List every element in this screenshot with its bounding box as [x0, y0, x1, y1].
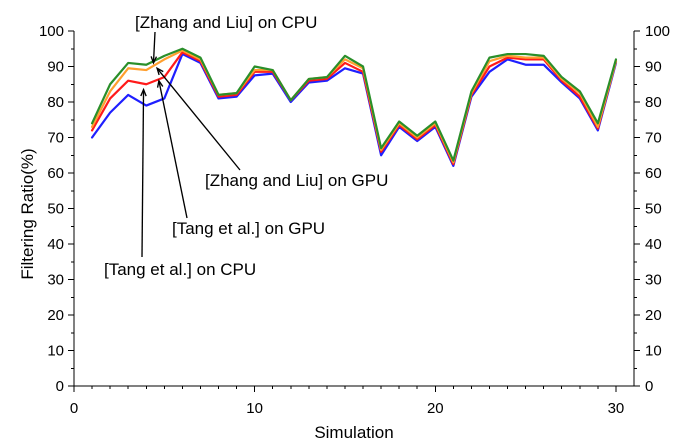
annotation-arrow-line-4 — [141, 89, 145, 258]
series-line-1 — [90, 52, 618, 167]
left-y-tick-label-11: 100 — [39, 23, 64, 40]
left-y-tick-label-8: 70 — [47, 130, 64, 147]
annotation-arrow-head-3 — [156, 78, 164, 88]
y-axis-title: Filtering Ratio(%) — [18, 148, 37, 279]
right-y-tick-label-4: 30 — [645, 272, 662, 289]
left-y-tick-label-6: 50 — [47, 201, 64, 218]
annotation-label-2: [Zhang and Liu] on GPU — [205, 171, 388, 190]
left-y-tick-label-2: 10 — [47, 343, 64, 360]
right-y-tick-label-6: 50 — [645, 201, 662, 218]
annotation-arrow-line-2 — [156, 67, 241, 171]
left-y-tick-label-10: 90 — [47, 59, 64, 76]
right-y-tick-label-5: 40 — [645, 236, 662, 253]
annotation-arrow-line-3 — [158, 80, 188, 219]
right-y-tick-label-8: 70 — [645, 130, 662, 147]
series-line-4 — [90, 47, 618, 162]
left-y-tick-label-1: 0 — [56, 378, 64, 395]
annotation-arrow-head-4 — [140, 87, 147, 97]
left-y-tick-label-4: 30 — [47, 272, 64, 289]
x-axis-title: Simulation — [314, 423, 393, 442]
right-y-tick-label-11: 100 — [645, 23, 670, 40]
left-y-tick-label-9: 80 — [47, 94, 64, 111]
series-line-2 — [90, 51, 618, 166]
x-tick-label-4: 30 — [608, 400, 625, 417]
left-y-tick-label-3: 20 — [47, 307, 64, 324]
annotation-label-1: [Zhang and Liu] on CPU — [135, 13, 317, 32]
annotation-label-4: [Tang et al.] on CPU — [104, 260, 256, 279]
x-tick-label-2: 10 — [246, 400, 263, 417]
right-y-tick-label-9: 80 — [645, 94, 662, 111]
right-y-tick-label-3: 20 — [645, 307, 662, 324]
series-layer — [90, 47, 618, 167]
annotation-label-3: [Tang et al.] on GPU — [172, 219, 325, 238]
x-tick-label-3: 20 — [427, 400, 444, 417]
right-y-tick-label-7: 60 — [645, 165, 662, 182]
series-line-3 — [90, 49, 618, 164]
right-y-tick-label-1: 0 — [645, 378, 653, 395]
annotation-layer: [Zhang and Liu] on CPU [Zhang and Liu] on… — [104, 13, 388, 279]
x-tick-label-1: 0 — [70, 400, 78, 417]
annotation-arrow-head-1 — [150, 56, 158, 65]
right-y-tick-label-2: 10 — [645, 343, 662, 360]
annotation-arrow-head-2 — [155, 66, 164, 76]
left-y-tick-label-7: 60 — [47, 165, 64, 182]
tick-layer — [68, 30, 640, 392]
annotation-arrow-line-1 — [152, 31, 156, 63]
right-y-tick-label-10: 90 — [645, 59, 662, 76]
left-y-tick-label-5: 40 — [47, 236, 64, 253]
